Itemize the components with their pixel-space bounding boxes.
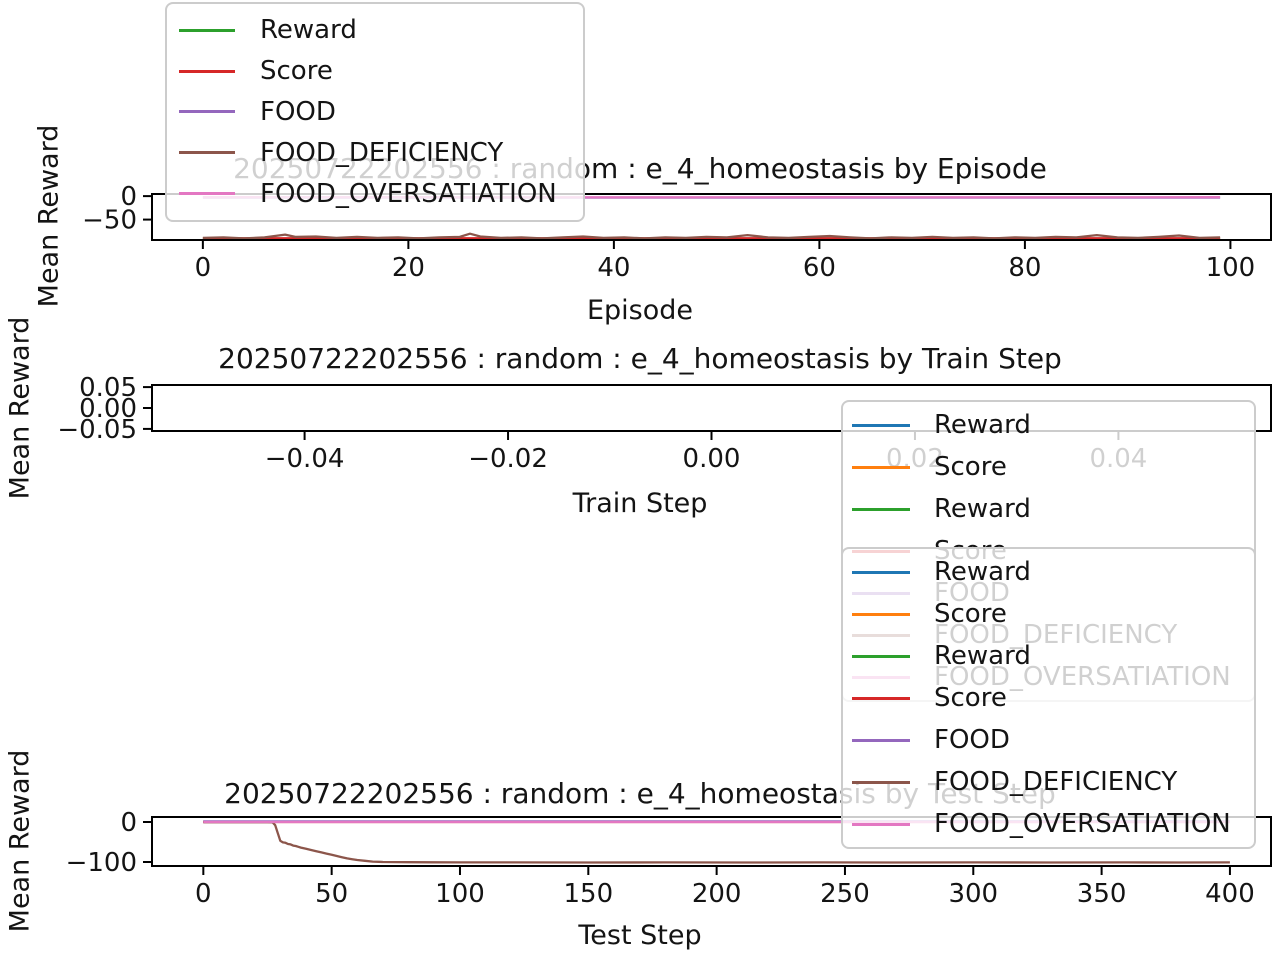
x-tick-label: 50 [315, 879, 348, 909]
legend-line-sample [852, 654, 910, 658]
legend-item: FOOD_OVERSATIATION [843, 803, 1254, 845]
legend-item-label: Score [934, 599, 1007, 629]
x-tick-label: 100 [435, 879, 485, 909]
legend-line-sample [852, 696, 910, 700]
legend-item: FOOD_DEFICIENCY [843, 761, 1254, 803]
x-tick-label: 150 [563, 879, 613, 909]
legend-item-label: FOOD_OVERSATIATION [934, 809, 1231, 839]
legend-item: Reward [843, 635, 1254, 677]
legend-line-sample [852, 780, 910, 784]
x-tick-label: 0 [195, 253, 212, 283]
legend-item: FOOD_DEFICIENCY [167, 132, 583, 173]
legend-item: Score [843, 446, 1254, 488]
legend-item-label: FOOD_DEFICIENCY [260, 137, 504, 168]
legend-item: Reward [843, 404, 1254, 446]
plot-train-step-ylabel: Mean Reward [4, 316, 36, 500]
legend-line-sample [179, 28, 235, 32]
legend-item-label: FOOD_OVERSATIATION [260, 178, 557, 209]
x-tick-label: 350 [1077, 879, 1127, 909]
legend-item: FOOD_OVERSATIATION [167, 173, 583, 214]
legend-test-step: Reward Score Reward Score FOOD FOOD_DEFICIENC… [841, 547, 1256, 849]
plot-test-step-xlabel: Test Step [578, 920, 702, 951]
legend-item: FOOD [843, 719, 1254, 761]
x-tick-label: 250 [820, 879, 870, 909]
legend-item: Reward [843, 551, 1254, 593]
x-tick-label: 40 [597, 253, 630, 283]
legend-item-label: Reward [934, 641, 1031, 671]
x-tick-label: 100 [1206, 253, 1256, 283]
legend-item-label: Reward [260, 15, 357, 46]
x-tick-label: 80 [1008, 253, 1041, 283]
x-tick-label: 20 [392, 253, 425, 283]
legend-line-sample [852, 822, 910, 826]
legend-line-sample [852, 570, 910, 574]
legend-item-label: Score [934, 683, 1007, 713]
x-tick-label: 400 [1205, 879, 1255, 909]
legend-line-sample [852, 423, 910, 427]
legend-item-label: Reward [934, 494, 1031, 524]
legend-item: Reward [167, 10, 583, 51]
plot-train-step-title: 20250722202556 : random : e_4_homeostasi… [218, 342, 1062, 375]
x-tick-label: −0.04 [265, 444, 345, 474]
x-tick-label: 300 [948, 879, 998, 909]
legend-item-label: Reward [934, 557, 1031, 587]
legend-item-label: Score [934, 452, 1007, 482]
x-tick-label: −0.02 [468, 444, 548, 474]
legend-item: Reward [843, 488, 1254, 530]
y-tick-label: −50 [82, 206, 137, 236]
x-tick-label: 0 [195, 879, 212, 909]
plot-episode-ylabel: Mean Reward [33, 124, 65, 308]
legend-item-label: FOOD [260, 96, 336, 127]
legend-item: FOOD [167, 92, 583, 133]
y-tick-label: 0.00 [79, 394, 137, 424]
series-line-FOOD_DEFICIENCY [202, 232, 1221, 240]
legend-item-label: Reward [934, 410, 1031, 440]
plot-episode-xlabel: Episode [586, 295, 694, 326]
legend-episode: Reward Score FOOD FOOD_DEFICIENCY FOOD_OVERS… [165, 2, 585, 222]
y-tick-label: 0.05 [79, 373, 137, 403]
legend-line-sample [852, 738, 910, 742]
y-tick-label: 0 [120, 182, 137, 212]
x-tick-label: 0.00 [683, 444, 741, 474]
legend-line-sample [852, 612, 910, 616]
legend-item-label: FOOD_DEFICIENCY [934, 767, 1178, 797]
x-tick-label: 60 [803, 253, 836, 283]
legend-line-sample [179, 151, 235, 155]
y-tick-label: 0 [120, 808, 137, 838]
legend-line-sample [179, 192, 235, 196]
legend-line-sample [852, 465, 910, 469]
legend-item: Score [843, 677, 1254, 719]
legend-item: Score [843, 593, 1254, 635]
legend-line-sample [852, 507, 910, 511]
x-tick-label: 200 [692, 879, 742, 909]
y-tick-label: −100 [66, 848, 137, 878]
plot-test-step-ylabel: Mean Reward [4, 749, 36, 933]
legend-line-sample [179, 69, 235, 73]
legend-item: Score [167, 51, 583, 92]
y-tick-label: −0.05 [57, 415, 137, 445]
legend-item-label: FOOD [934, 725, 1010, 755]
legend-item-label: Score [260, 56, 333, 87]
legend-line-sample [179, 110, 235, 114]
